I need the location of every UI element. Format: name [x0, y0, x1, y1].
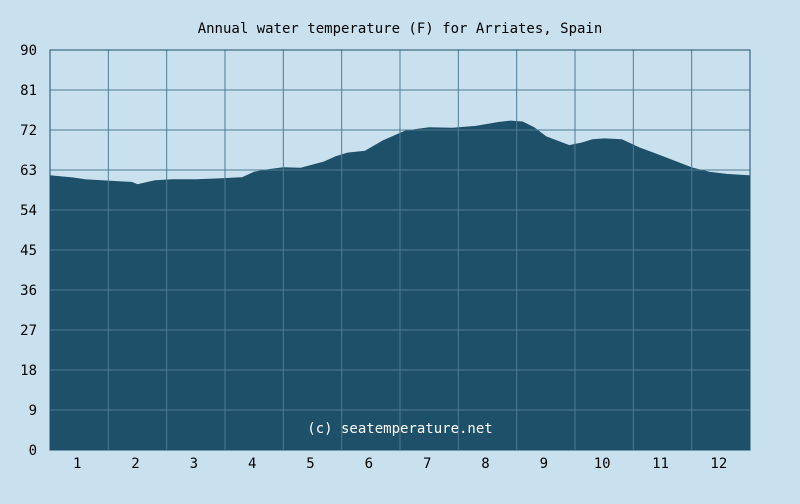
y-tick-label: 54	[20, 203, 37, 219]
x-tick-label: 10	[594, 456, 611, 472]
x-tick-label: 4	[248, 456, 256, 472]
x-tick-label: 12	[710, 456, 727, 472]
x-tick-label: 6	[365, 456, 373, 472]
x-tick-label: 7	[423, 456, 431, 472]
y-tick-label: 0	[29, 443, 37, 459]
y-tick-label: 45	[20, 243, 37, 259]
x-tick-labels: 1 2 3 4 5 6 7 8 9 10 11 12	[73, 456, 727, 472]
x-tick-label: 2	[131, 456, 139, 472]
y-tick-labels: 0 9 18 27 36 45 54 63 72 81 90	[20, 43, 37, 459]
chart-title: Annual water temperature (F) for Arriate…	[198, 21, 603, 37]
y-tick-label: 81	[20, 83, 37, 99]
y-tick-label: 18	[20, 363, 37, 379]
x-tick-label: 1	[73, 456, 81, 472]
y-tick-label: 90	[20, 43, 37, 59]
grid-layer	[49, 49, 751, 451]
x-tick-label: 11	[652, 456, 669, 472]
y-tick-label: 9	[29, 403, 37, 419]
x-tick-label: 9	[540, 456, 548, 472]
plot-frame	[49, 49, 751, 451]
y-tick-label: 27	[20, 323, 37, 339]
y-tick-label: 63	[20, 163, 37, 179]
y-tick-label: 36	[20, 283, 37, 299]
y-tick-label: 72	[20, 123, 37, 139]
x-tick-label: 5	[306, 456, 314, 472]
watermark-text: (c) seatemperature.net	[307, 421, 492, 437]
x-tick-label: 8	[481, 456, 489, 472]
x-tick-label: 3	[190, 456, 198, 472]
